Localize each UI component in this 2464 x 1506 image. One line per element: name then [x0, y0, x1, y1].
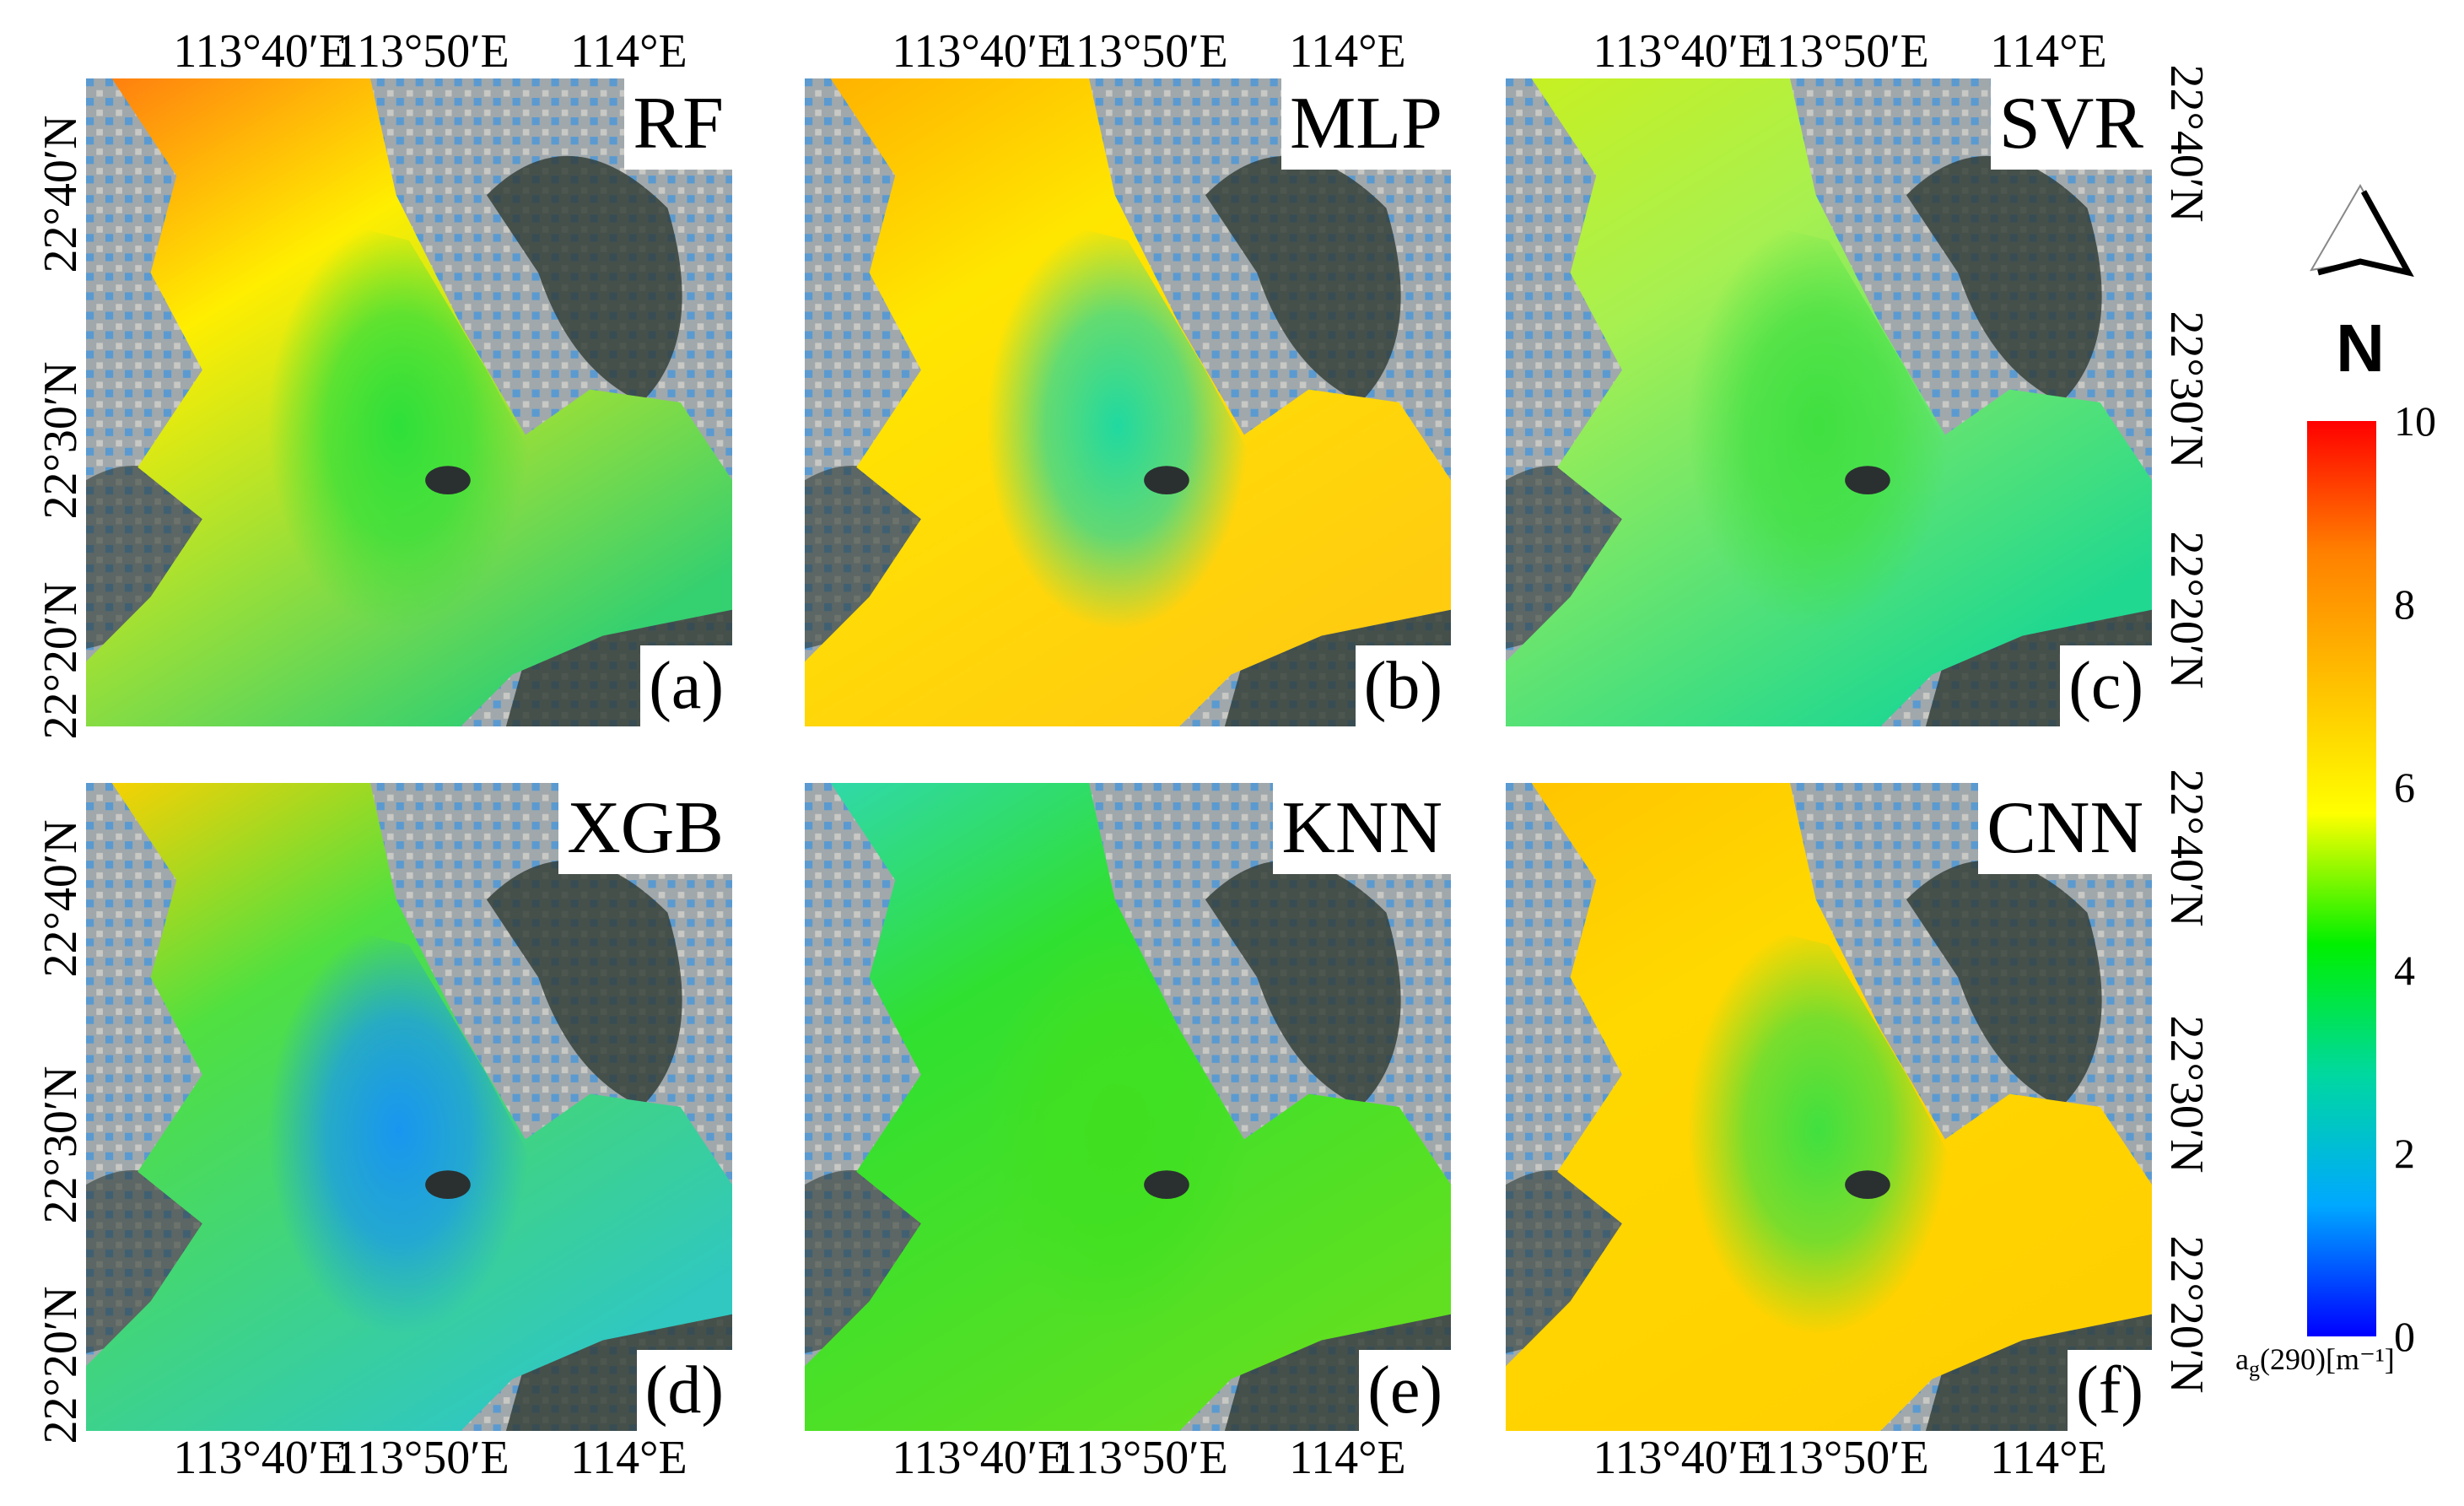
colorbar-tick-label: 8 — [2394, 580, 2415, 628]
longitude-label: 114°E — [1289, 25, 1406, 78]
latitude-label: 22°20′N — [2160, 531, 2213, 689]
map-panel-mlp: MLP (b) — [805, 78, 1451, 726]
latitude-label: 22°30′N — [35, 361, 87, 520]
longitude-label: 113°40′E — [892, 25, 1067, 78]
colorbar-tick-label: 10 — [2394, 397, 2436, 445]
estuary-map — [805, 78, 1451, 726]
longitude-label: 113°50′E — [1053, 1432, 1228, 1484]
map-panel-knn: KNN (e) — [805, 783, 1451, 1431]
longitude-label: 114°E — [570, 1432, 687, 1484]
longitude-label: 113°50′E — [334, 25, 510, 78]
map-panel-svr: SVR (c) — [1506, 78, 2152, 726]
estuary-map — [1506, 783, 2152, 1431]
latitude-label: 22°30′N — [2160, 1015, 2213, 1174]
colorbar-tick-label: 0 — [2394, 1313, 2415, 1360]
longitude-label: 114°E — [1990, 1432, 2107, 1484]
longitude-label: 113°40′E — [892, 1432, 1067, 1484]
estuary-map — [86, 783, 732, 1431]
model-label: CNN — [1978, 783, 2152, 874]
panel-letter: (e) — [1359, 1350, 1451, 1431]
longitude-label: 114°E — [1990, 25, 2107, 78]
model-label: RF — [624, 78, 732, 170]
colorbar-label: ag(290)[m⁻¹] — [2235, 1342, 2395, 1382]
panel-letter: (b) — [1355, 645, 1451, 726]
colorbar — [2307, 421, 2376, 1336]
model-label: SVR — [1990, 78, 2152, 170]
map-panel-xgb: XGB (d) — [86, 783, 732, 1431]
map-panel-cnn: CNN (f) — [1506, 783, 2152, 1431]
model-label: KNN — [1273, 783, 1451, 874]
panel-letter: (f) — [2068, 1350, 2152, 1431]
longitude-label: 113°50′E — [1053, 25, 1228, 78]
latitude-label: 22°20′N — [35, 581, 87, 740]
longitude-label: 113°50′E — [334, 1432, 510, 1484]
longitude-label: 113°40′E — [173, 1432, 348, 1484]
colorbar-tick-label: 6 — [2394, 764, 2415, 811]
model-label: XGB — [558, 783, 732, 874]
north-arrow-icon: N — [2303, 181, 2421, 386]
model-label: MLP — [1281, 78, 1451, 170]
north-label: N — [2336, 310, 2385, 384]
colorbar-tick-label: 2 — [2394, 1130, 2415, 1177]
panel-letter: (d) — [636, 1350, 732, 1431]
map-panel-rf: RF (a) — [86, 78, 732, 726]
estuary-map — [86, 78, 732, 726]
latitude-label: 22°40′N — [2160, 769, 2213, 927]
longitude-label: 114°E — [1289, 1432, 1406, 1484]
longitude-label: 114°E — [570, 25, 687, 78]
panel-letter: (a) — [640, 645, 732, 726]
longitude-label: 113°40′E — [1593, 1432, 1768, 1484]
longitude-label: 113°40′E — [1593, 25, 1768, 78]
latitude-label: 22°40′N — [35, 819, 87, 978]
longitude-label: 113°50′E — [1754, 1432, 1929, 1484]
longitude-label: 113°40′E — [173, 25, 348, 78]
estuary-map — [805, 783, 1451, 1431]
estuary-map — [1506, 78, 2152, 726]
panel-letter: (c) — [2060, 645, 2152, 726]
latitude-label: 22°40′N — [2160, 64, 2213, 223]
latitude-label: 22°30′N — [2160, 310, 2213, 469]
longitude-label: 113°50′E — [1754, 25, 1929, 78]
colorbar-tick-label: 4 — [2394, 947, 2415, 994]
latitude-label: 22°40′N — [35, 115, 87, 273]
latitude-label: 22°30′N — [35, 1066, 87, 1224]
latitude-label: 22°20′N — [35, 1286, 87, 1444]
latitude-label: 22°20′N — [2160, 1235, 2213, 1394]
